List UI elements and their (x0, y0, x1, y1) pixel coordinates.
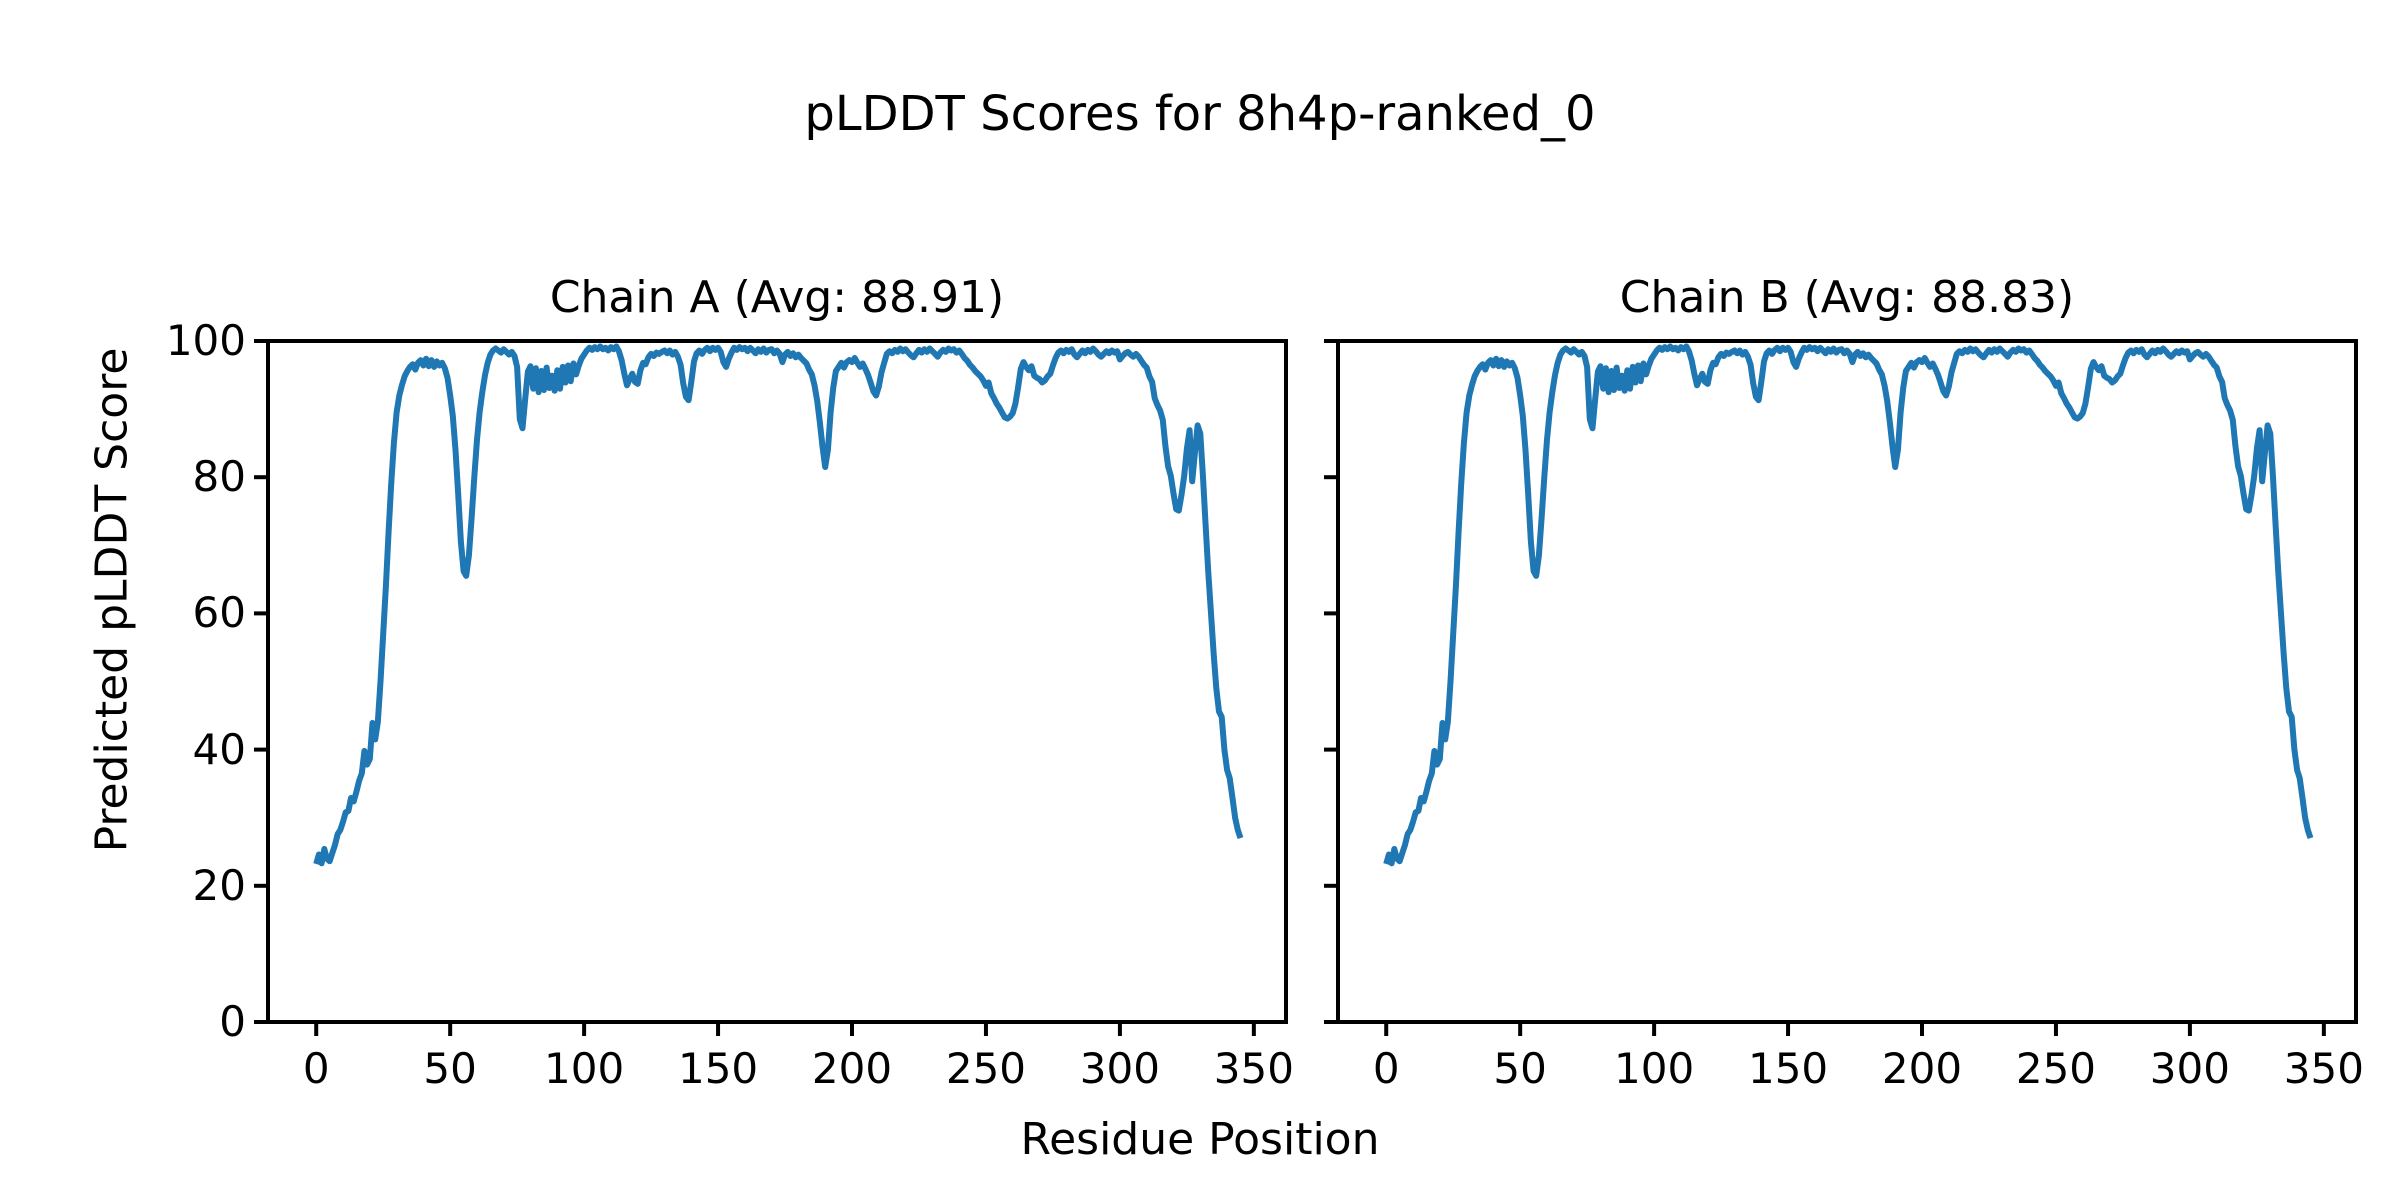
y-tick-label-80: 80 (192, 452, 246, 502)
x-tick-label-a-150: 150 (677, 1044, 759, 1093)
x-tick-label-a-0: 0 (302, 1044, 330, 1093)
x-tick-label-a-300: 300 (1079, 1044, 1160, 1093)
x-tick-label-a-250: 250 (945, 1044, 1027, 1093)
plddt-line-chain-b (1383, 343, 2314, 867)
subplot-a-title: Chain A (Avg: 88.91) (549, 272, 1005, 323)
x-tick-label-b-300: 300 (2149, 1044, 2230, 1093)
x-tick-label-b-100: 100 (1614, 1044, 1695, 1093)
y-tick-label-60: 60 (192, 588, 246, 638)
x-tick-label-b-0: 0 (1372, 1044, 1400, 1093)
axes-spines-b (1336, 339, 2358, 1024)
x-tick-label-b-200: 200 (1881, 1044, 1963, 1093)
x-tick-label-b-50: 50 (1493, 1044, 1547, 1093)
y-tick-label-40: 40 (192, 724, 246, 774)
y-tick-label-0: 0 (219, 997, 246, 1046)
figure-title: pLDDT Scores for 8h4p-ranked_0 (804, 86, 1596, 142)
axes-spines-a (266, 339, 1288, 1024)
subplot-b-axes (1324, 339, 2358, 1036)
x-tick-label-b-250: 250 (2015, 1044, 2097, 1093)
subplot-a-axes (254, 339, 1288, 1036)
x-axis-label: Residue Position (1020, 1114, 1380, 1165)
plddt-line-chain-a (313, 343, 1244, 867)
x-tick-label-b-150: 150 (1747, 1044, 1829, 1093)
subplot-b-title: Chain B (Avg: 88.83) (1619, 272, 2075, 323)
y-tick-label-100: 100 (165, 316, 246, 365)
x-tick-label-a-350: 350 (1213, 1044, 1294, 1093)
x-tick-label-a-50: 50 (423, 1044, 477, 1093)
x-tick-label-a-200: 200 (811, 1044, 893, 1093)
x-tick-label-a-100: 100 (544, 1044, 625, 1093)
y-tick-label-20: 20 (192, 860, 246, 910)
x-tick-label-b-350: 350 (2283, 1044, 2364, 1093)
